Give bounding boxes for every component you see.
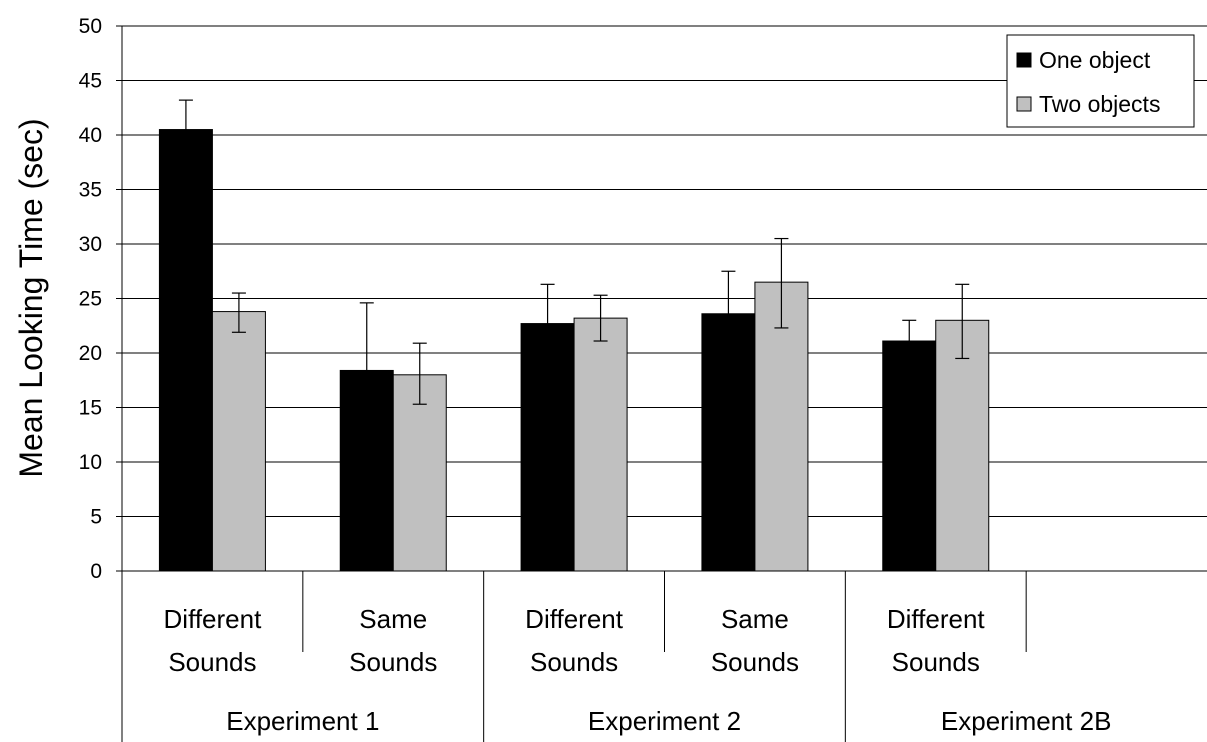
y-tick-label: 20 — [79, 342, 102, 365]
y-tick-label: 30 — [79, 233, 102, 256]
legend-label-one-object: One object — [1039, 47, 1151, 73]
bar — [882, 340, 937, 572]
category-label-line2: Sounds — [711, 647, 799, 677]
category-label-line1: Different — [164, 604, 263, 634]
group-label: Experiment 1 — [226, 706, 379, 736]
bar — [158, 129, 213, 572]
category-labels: Different Sounds Same Sounds Different Sounds… — [164, 604, 986, 677]
category-label-line2: Sounds — [349, 647, 437, 677]
category-label-line1: Same — [359, 604, 427, 634]
group-label: Experiment 2B — [941, 706, 1112, 736]
legend-label-two-objects: Two objects — [1039, 91, 1160, 117]
group-labels: Experiment 1 Experiment 2 Experiment 2B — [226, 706, 1111, 736]
y-tick-label: 15 — [79, 397, 102, 420]
bar — [573, 317, 628, 572]
y-tick-label: 5 — [90, 506, 102, 529]
bar — [211, 311, 266, 572]
y-axis-label: Mean Looking Time (sec) — [13, 118, 49, 477]
bar — [754, 281, 809, 572]
bar — [339, 369, 394, 572]
category-label-line2: Sounds — [168, 647, 256, 677]
y-tick-label: 50 — [79, 15, 102, 38]
y-tick-label: 25 — [79, 288, 102, 311]
gridlines — [122, 25, 1207, 517]
category-label-line2: Sounds — [530, 647, 618, 677]
y-tick-labels: 0 5 10 15 20 25 30 35 40 45 50 — [79, 15, 102, 583]
y-tick-label: 45 — [79, 70, 102, 93]
group-label: Experiment 2 — [588, 706, 741, 736]
legend-box — [1006, 34, 1195, 128]
category-label-line2: Sounds — [892, 647, 980, 677]
category-label-line1: Different — [525, 604, 624, 634]
axes — [116, 25, 1207, 742]
y-tick-label: 40 — [79, 124, 102, 147]
legend-swatch-one-object — [1016, 52, 1032, 68]
y-tick-label: 0 — [90, 560, 102, 583]
bars — [158, 129, 990, 572]
error-bars — [178, 99, 970, 405]
legend-swatch-two-objects — [1016, 96, 1032, 112]
bar — [701, 313, 756, 572]
y-tick-label: 10 — [79, 451, 102, 474]
category-label-line1: Different — [887, 604, 986, 634]
legend: One object Two objects — [1006, 34, 1195, 128]
bar — [520, 323, 575, 572]
category-label-line1: Same — [721, 604, 789, 634]
y-tick-label: 35 — [79, 179, 102, 202]
